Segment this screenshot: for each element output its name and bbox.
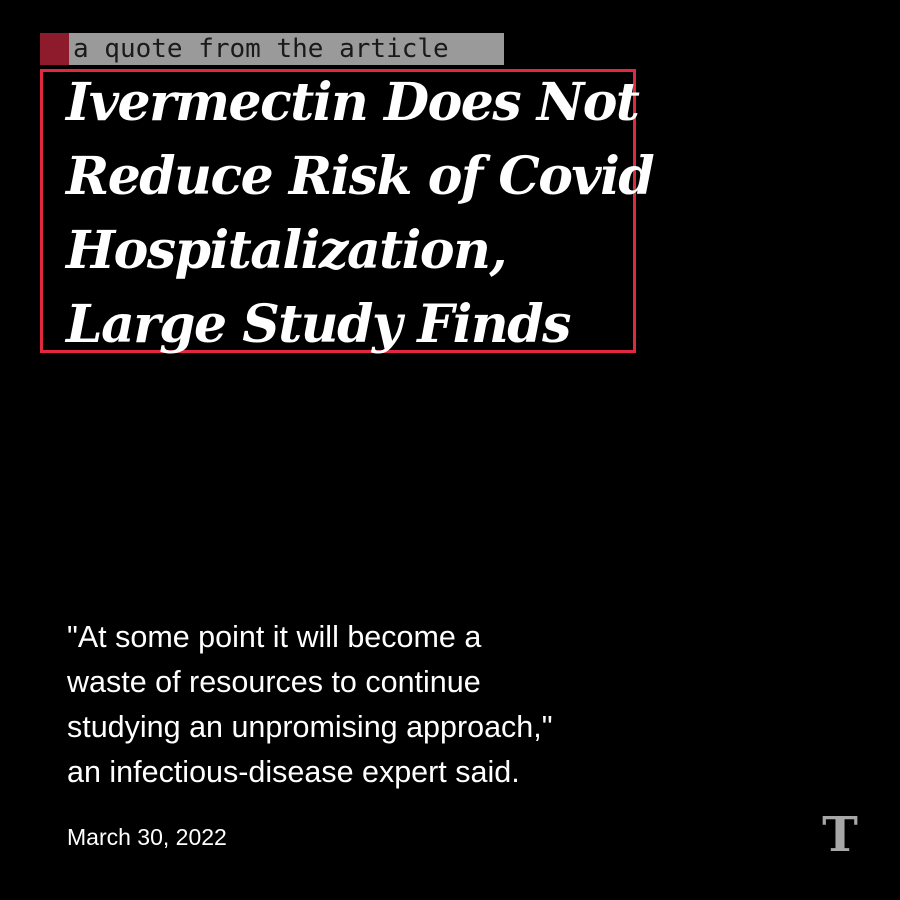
quote-line: studying an unpromising approach," <box>67 710 553 744</box>
article-quote: "At some point it will become a waste of… <box>67 615 687 795</box>
headline-line: Ivermectin Does Not <box>66 72 640 133</box>
quote-line: waste of resources to continue <box>67 665 481 699</box>
nyt-t-logo-icon: T <box>822 807 858 863</box>
annotation-highlight-box <box>40 69 636 353</box>
annotation-tag: a quote from the article <box>40 33 504 65</box>
annotation-swatch <box>40 33 69 65</box>
headline: Ivermectin Does Not Reduce Risk of Covid… <box>66 66 656 362</box>
headline-line: Large Study Finds <box>66 294 571 355</box>
headline-line: Reduce Risk of Covid <box>66 146 655 207</box>
headline-line: Hospitalization, <box>66 220 508 281</box>
annotation-label: a quote from the article <box>69 33 504 65</box>
quote-line: "At some point it will become a <box>67 620 482 654</box>
publish-date: March 30, 2022 <box>67 824 227 850</box>
quote-line: an infectious-disease expert said. <box>67 755 520 789</box>
